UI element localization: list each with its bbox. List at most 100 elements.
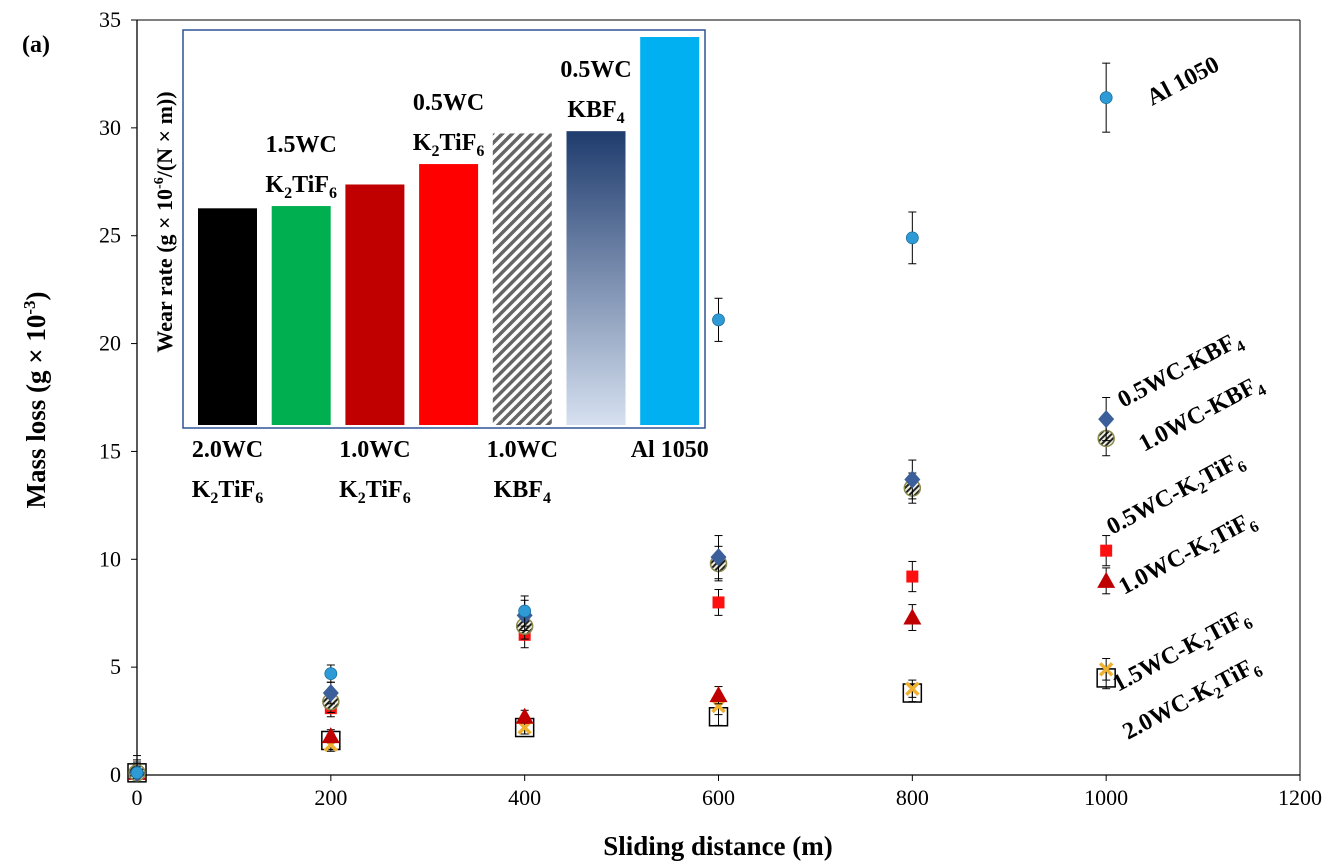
x-ticks: 0 200 400 600 800 1000 1200 <box>132 775 1322 810</box>
data-point <box>906 570 919 583</box>
data-point <box>1099 91 1113 105</box>
x-tick-label: 800 <box>896 785 929 810</box>
inset-bar-label: 0.5WC <box>560 57 631 83</box>
inset-bar-label-formula: K <box>265 172 284 198</box>
data-point <box>515 707 534 724</box>
inset-bar <box>345 184 405 425</box>
data-point <box>518 604 532 618</box>
inset-bar-label-line2: K2TiF6 <box>339 477 411 507</box>
inset-bar-label: 1.0WC <box>339 437 410 463</box>
data-point <box>905 231 919 245</box>
inset-bar-label: 1.0WC <box>487 437 558 463</box>
inset-bar-label-sub2: 6 <box>403 490 411 507</box>
y-axis-label: Mass loss (g × 10-3) <box>20 291 51 508</box>
x-tick-label: 200 <box>314 785 347 810</box>
inset-bars <box>198 37 700 426</box>
inset-bar <box>640 37 700 425</box>
x-tick-label: 600 <box>702 785 735 810</box>
inset-y-axis-label: Wear rate (g × 10-6/(N × m)) <box>152 91 177 352</box>
inset-bar-label-sub: 2 <box>210 490 218 507</box>
inset-bar-label-formula: K <box>192 477 211 503</box>
inset-bar-label-formula: K <box>339 477 358 503</box>
inset-bar-label-line2: K2TiF6 <box>265 172 337 202</box>
y-tick-label: 35 <box>99 7 121 32</box>
data-point <box>324 667 338 681</box>
data-point <box>1098 662 1114 677</box>
inset-bar-label-sub: 4 <box>543 490 551 507</box>
inset-bar-label: 2.0WC <box>192 437 263 463</box>
inset-bar-label-sub2: 6 <box>329 185 337 202</box>
series-group <box>130 62 1113 780</box>
data-point <box>710 548 727 567</box>
series-group <box>129 397 1115 782</box>
y-tick-label: 20 <box>99 331 121 356</box>
series-group <box>127 666 1116 783</box>
y-tick-label: 0 <box>110 762 121 787</box>
y-axis-label-sup: -3 <box>20 300 39 314</box>
inset-y-axis-label-main: Wear rate (g × 10 <box>152 189 177 353</box>
panel-label: (a) <box>22 32 50 58</box>
y-ticks: 0 5 10 15 20 25 30 35 <box>99 7 137 787</box>
inset-bar-label-mid: TiF <box>292 172 329 198</box>
inset-y-axis-label-end: /(N × m)) <box>152 91 177 178</box>
scatter-plot: 0 200 400 600 800 1000 1200 0 5 10 15 20 25 30 35 <box>99 7 1322 810</box>
inset-bar-label-sub: 2 <box>431 143 439 160</box>
data-point <box>1098 410 1115 429</box>
inset-bar-chart: Wear rate (g × 10-6/(N × m)) 2.0WCK2TiF6… <box>152 29 709 507</box>
y-axis-label-end: ) <box>21 291 51 300</box>
inset-y-axis-label-sup: -6 <box>152 177 167 189</box>
y-axis-label-main: Mass loss (g × 10 <box>21 315 51 509</box>
inset-bar-label-sub2: 6 <box>476 143 484 160</box>
x-axis-label: Sliding distance (m) <box>603 831 833 861</box>
data-point <box>712 313 725 327</box>
series-group <box>131 535 1113 779</box>
inset-bar-label-mid: TiF <box>439 130 476 156</box>
inset-bar-labels: 2.0WCK2TiF61.5WCK2TiF61.0WCK2TiF60.5WCK2… <box>192 57 709 507</box>
series-label-name: Al 1050 <box>1143 52 1224 112</box>
data-point <box>903 608 922 625</box>
data-point <box>712 596 725 609</box>
x-tick-label: 0 <box>132 785 143 810</box>
inset-bar-label: 0.5WC <box>413 90 484 116</box>
inset-bar-label-mid: TiF <box>366 477 403 503</box>
series-group <box>128 567 1116 780</box>
inset-bar <box>198 208 257 425</box>
data-point <box>1100 544 1113 557</box>
inset-bar-label-sub: 2 <box>358 490 366 507</box>
data-point <box>1097 571 1116 588</box>
inset-bar <box>419 164 479 425</box>
series-group <box>129 658 1114 781</box>
inset-bar-label-sub2: 6 <box>255 490 263 507</box>
data-point <box>905 681 920 696</box>
inset-bar-label-line2: KBF4 <box>494 477 551 507</box>
data-points <box>127 62 1116 783</box>
x-tick-label: 1000 <box>1084 785 1128 810</box>
inset-bar-label-formula: KBF <box>494 477 543 503</box>
inset-bar-label-formula: K <box>413 130 432 156</box>
data-point <box>709 686 728 703</box>
inset-bar-label-line2: K2TiF6 <box>192 477 264 507</box>
series-label: Al 1050 <box>1143 52 1224 112</box>
data-point <box>130 766 144 780</box>
y-tick-label: 30 <box>99 115 121 140</box>
inset-bar-label-line2: KBF4 <box>567 97 624 127</box>
inset-bar <box>271 206 331 425</box>
data-point <box>322 684 339 703</box>
y-tick-label: 15 <box>99 438 121 463</box>
inset-bar-label-sub: 4 <box>617 110 625 127</box>
y-tick-label: 10 <box>99 546 121 571</box>
inset-bar-label-mid: TiF <box>218 477 255 503</box>
series-labels: Al 10500.5WC-KBF41.0WC-KBF40.5WC-K2TiF61… <box>1103 52 1270 746</box>
y-tick-label: 25 <box>99 223 121 248</box>
inset-bar-label: 1.5WC <box>266 132 337 158</box>
inset-bar <box>492 133 552 426</box>
inset-bar <box>566 131 626 425</box>
inset-bar-label: Al 1050 <box>631 437 709 463</box>
series-label-name: 0.5WC-K <box>1103 471 1202 540</box>
series-group <box>128 420 1115 782</box>
x-tick-label: 1200 <box>1278 785 1322 810</box>
y-tick-label: 5 <box>110 654 121 679</box>
series-label-name: 1.0WC-K <box>1115 531 1214 600</box>
inset-bar-label-line2: K2TiF6 <box>413 130 485 160</box>
